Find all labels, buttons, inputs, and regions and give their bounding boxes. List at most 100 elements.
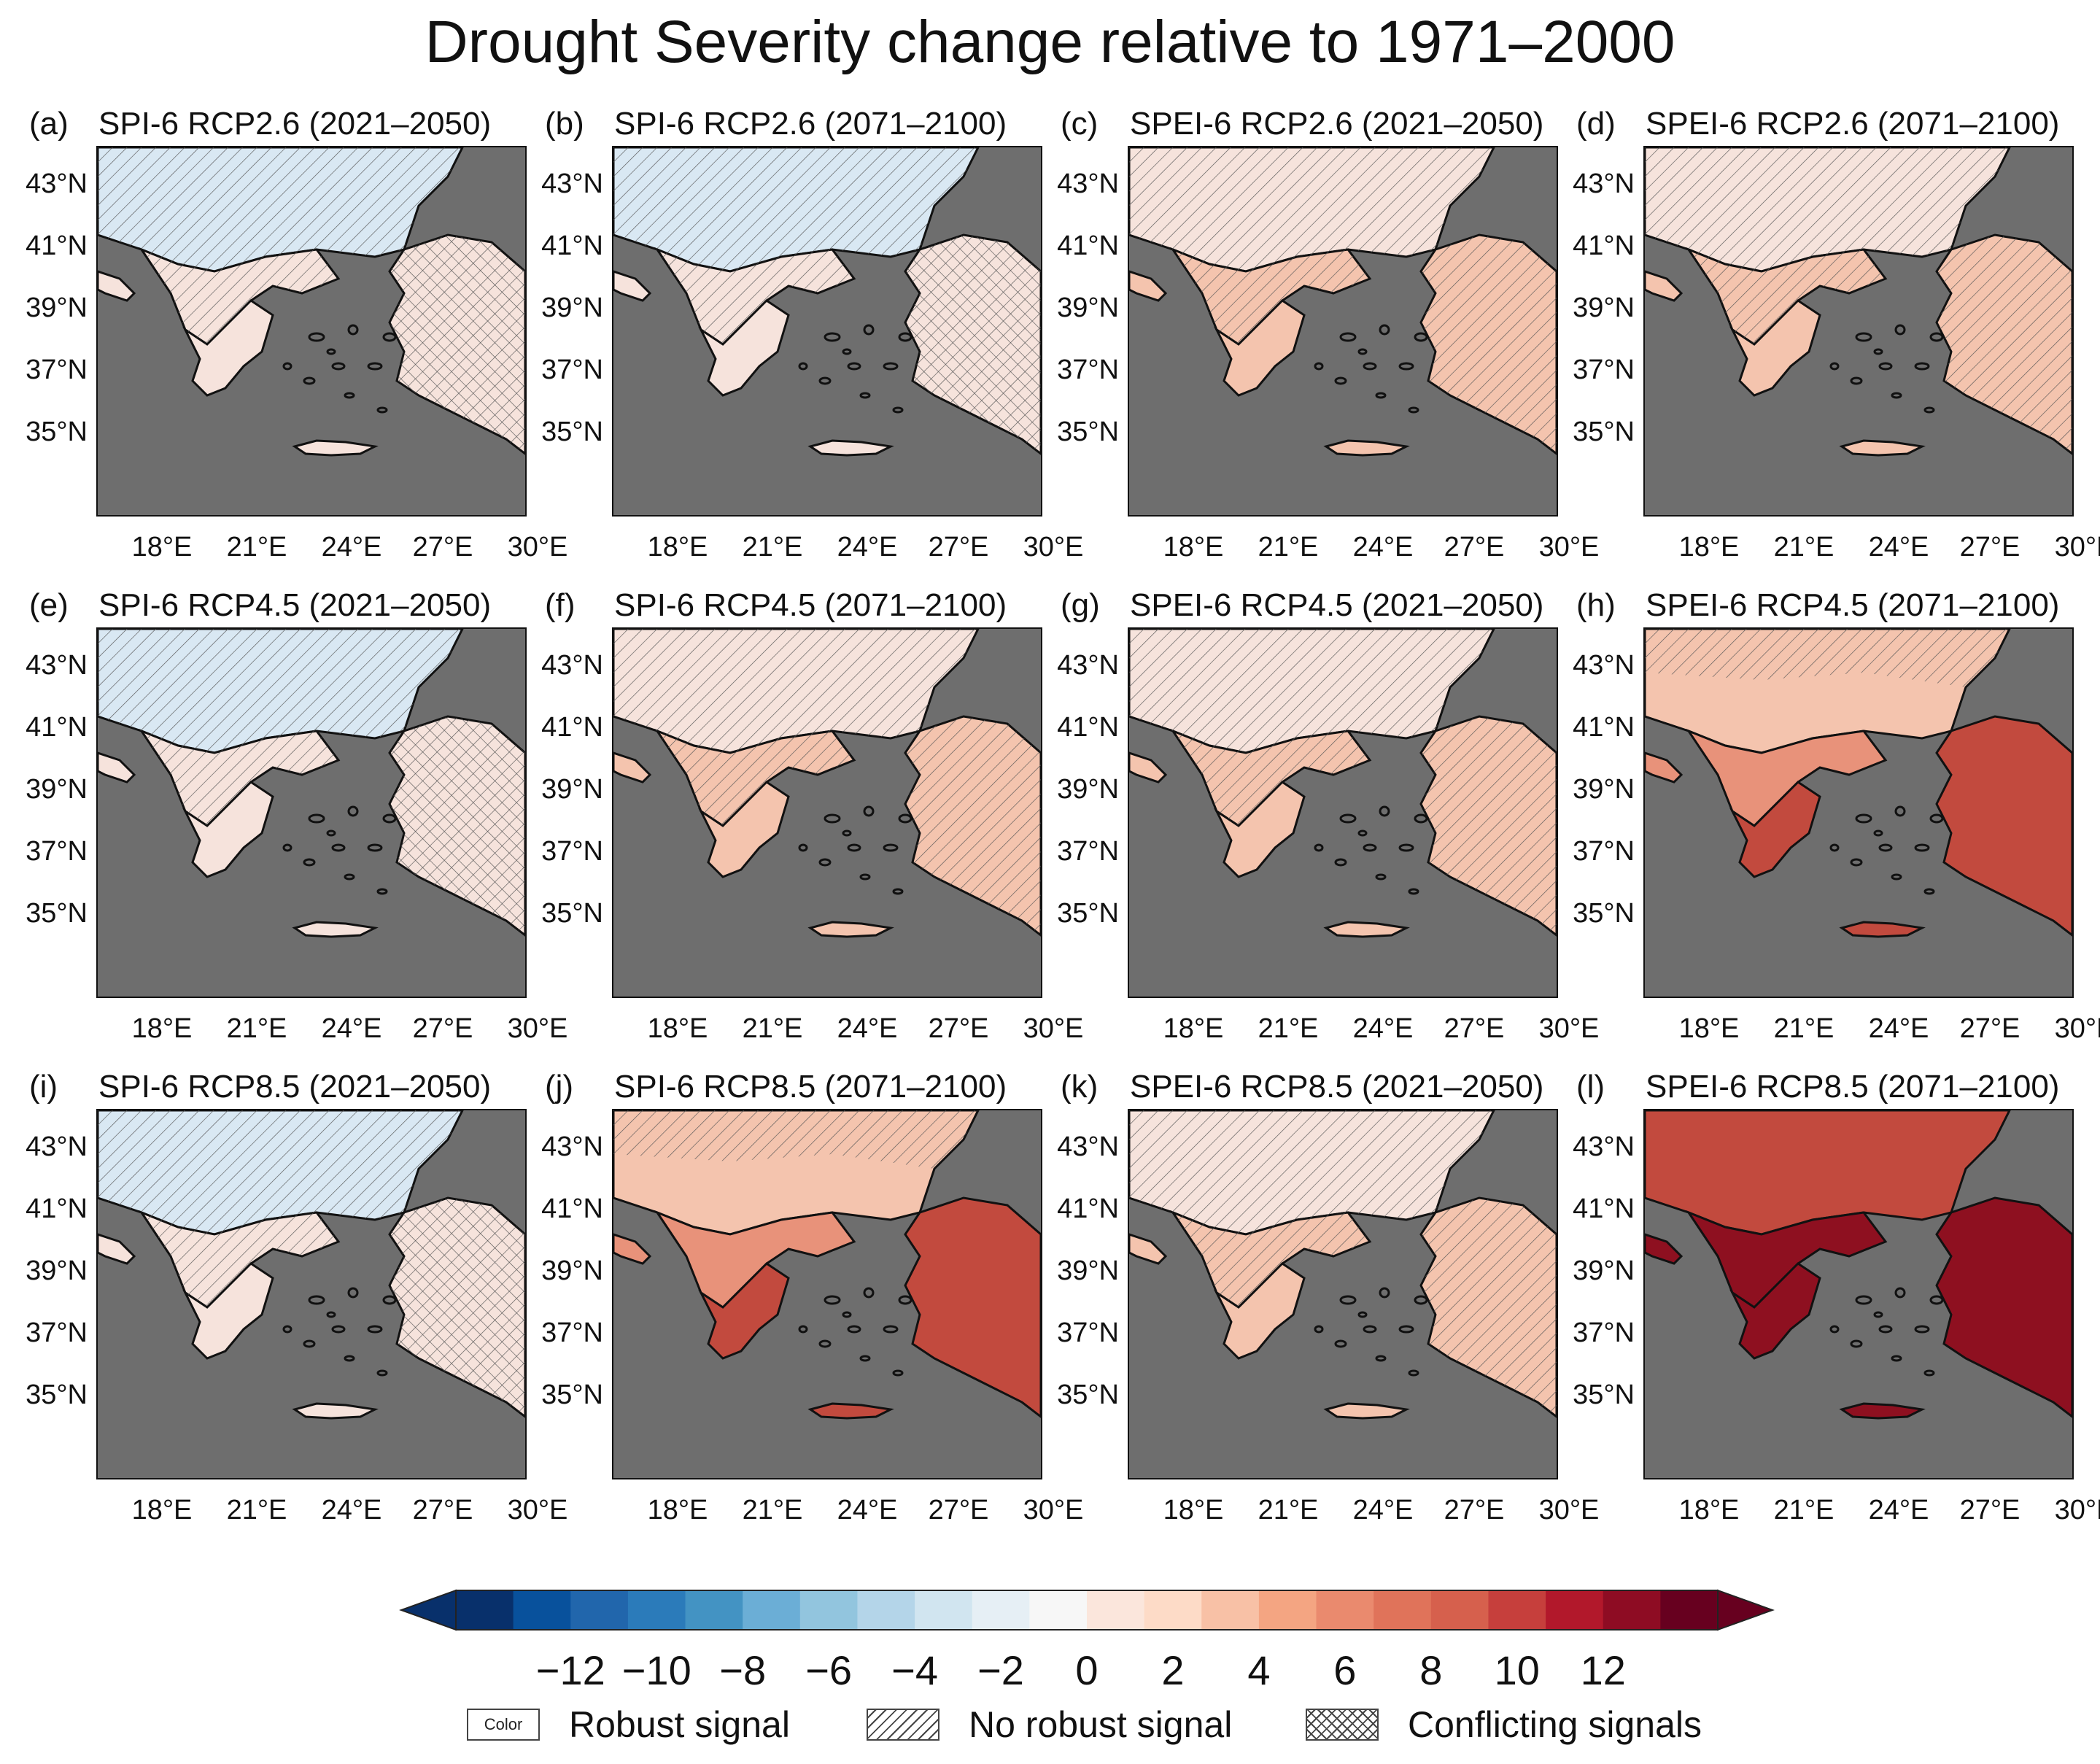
panel-title: SPEI-6 RCP4.5 (2021–2050) [1130,587,1544,623]
island [892,406,904,414]
lat-label: 39°N [541,1256,603,1286]
map-svg [613,147,1041,457]
lon-label: 24°E [321,1013,382,1044]
map-svg [613,1110,1041,1420]
island [1408,888,1419,895]
island [1357,348,1368,355]
panel-letter: (h) [1576,587,1616,623]
panel-letter: (c) [1061,106,1099,142]
island [1414,332,1428,342]
island [898,1295,913,1305]
island [376,1369,388,1377]
colorbar-arrow-left [399,1589,457,1631]
lat-label: 39°N [1573,774,1635,805]
lat-label: 37°N [1573,1318,1635,1348]
island [1923,888,1935,895]
land-anatolia [1935,715,2072,937]
lat-label: 43°N [1573,650,1635,681]
island [1914,362,1930,371]
island [1850,1339,1863,1348]
lat-label: 37°N [26,355,88,385]
island [367,1325,383,1334]
hatch-overlay [142,731,338,826]
lon-label: 27°E [1959,532,2020,562]
lat-label: 39°N [26,1256,88,1286]
map-svg [613,629,1041,938]
island [847,1325,861,1334]
island [898,332,913,342]
hatch-overlay [1645,629,2010,687]
panel-letter: (b) [545,106,584,142]
island [282,362,292,371]
island [1339,1295,1357,1305]
map-panel: (e) SPI-6 RCP4.5 (2021–2050) 43°N 41°N 39°N 3… [0,584,567,1058]
island [824,813,841,824]
island [303,376,316,385]
land-crete [807,439,894,457]
lat-label: 41°N [26,231,88,261]
lat-label: 41°N [1573,231,1635,261]
lat-label: 43°N [26,169,88,199]
colorbar-segment [1603,1590,1661,1630]
map-panel: (a) SPI-6 RCP2.6 (2021–2050) 43°N 41°N 39°N 3… [0,102,567,576]
lon-label: 30°E [1538,1013,1600,1044]
colorbar-segment [685,1590,743,1630]
colorbar-segment [1258,1590,1317,1630]
colorbar-segment [513,1590,571,1630]
colorbar-segment [1488,1590,1546,1630]
colorbar-segment [1660,1590,1719,1630]
lon-label: 21°E [226,1495,287,1525]
lat-label: 41°N [1573,712,1635,743]
lon-label: 27°E [928,532,989,562]
island [1357,1311,1368,1318]
island [1873,1311,1883,1318]
island [367,843,383,852]
lat-label: 39°N [1573,293,1635,323]
lon-label: 24°E [837,1495,898,1525]
lat-label: 39°N [541,293,603,323]
lon-label: 18°E [131,532,193,562]
island [798,1325,808,1334]
lat-label: 41°N [541,1194,603,1224]
island [308,1295,325,1305]
hatch-overlay [1937,235,2072,454]
colorbar-segment [915,1590,973,1630]
lon-label: 24°E [1352,1013,1414,1044]
lat-label: 39°N [1573,1256,1635,1286]
lon-label: 24°E [1352,1495,1414,1525]
lat-label: 37°N [541,1318,603,1348]
land-italy-heel [613,270,652,302]
lon-label: 27°E [1444,1013,1505,1044]
legend-hatch-cross [1306,1709,1379,1741]
island [1829,843,1840,852]
panel-letter: (a) [29,106,69,142]
lon-label: 27°E [412,1013,473,1044]
lat-label: 35°N [1573,417,1635,447]
island [863,324,875,336]
island [1414,1295,1428,1305]
panel-letter: (i) [29,1069,58,1105]
colorbar-tick-label: 8 [1419,1647,1443,1693]
colorbar-segment [799,1590,858,1630]
island [1398,1325,1414,1334]
hatch-overlay [1129,629,1494,753]
lon-label: 21°E [1773,532,1834,562]
hatch-overlay [905,235,1041,454]
lat-label: 37°N [541,836,603,867]
hatch-overlay [657,249,854,344]
lon-label: 30°E [1538,1495,1600,1525]
colorbar-svg [399,1589,1775,1631]
lat-label: 37°N [26,836,88,867]
island [1929,1295,1944,1305]
lat-label: 41°N [26,1194,88,1224]
island [1878,1325,1893,1334]
panel-letter: (g) [1061,587,1100,623]
island [1923,1369,1935,1377]
colorbar-tick-label: −10 [621,1647,691,1693]
lon-label: 30°E [2054,1495,2100,1525]
island [1855,1295,1872,1305]
island [331,362,346,371]
lon-label: 30°E [2054,532,2100,562]
island [344,873,355,881]
island [1398,362,1414,371]
